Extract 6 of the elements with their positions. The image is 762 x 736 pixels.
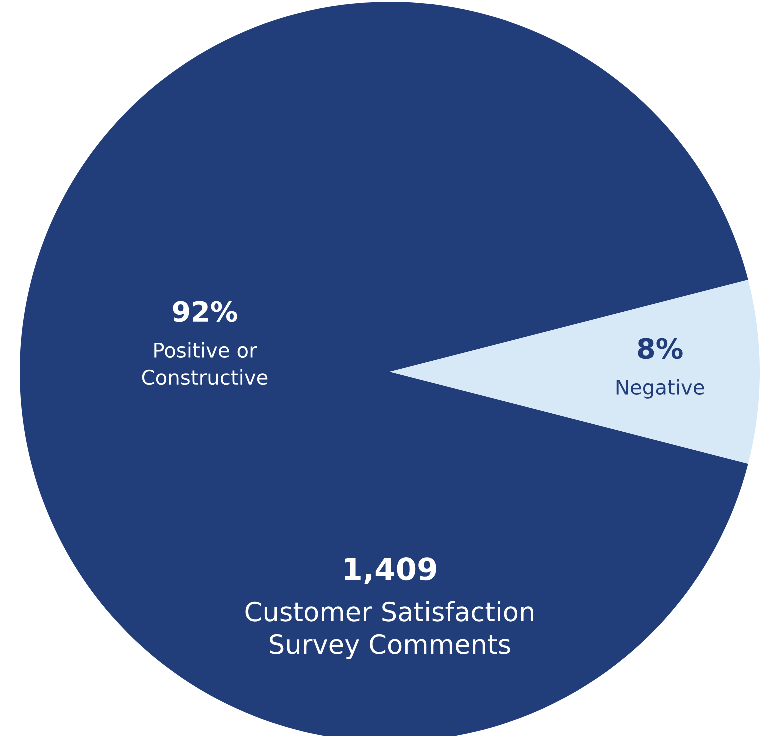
text: 1,409	[345, 558, 436, 585]
slice-label: Positive or Constructive	[142, 342, 268, 386]
slice-label: Negative	[616, 379, 704, 399]
text: Customer Satisfaction Survey Comments	[246, 601, 534, 660]
data-label: 92%	[173, 301, 238, 322]
data-label: 8%	[638, 338, 683, 360]
